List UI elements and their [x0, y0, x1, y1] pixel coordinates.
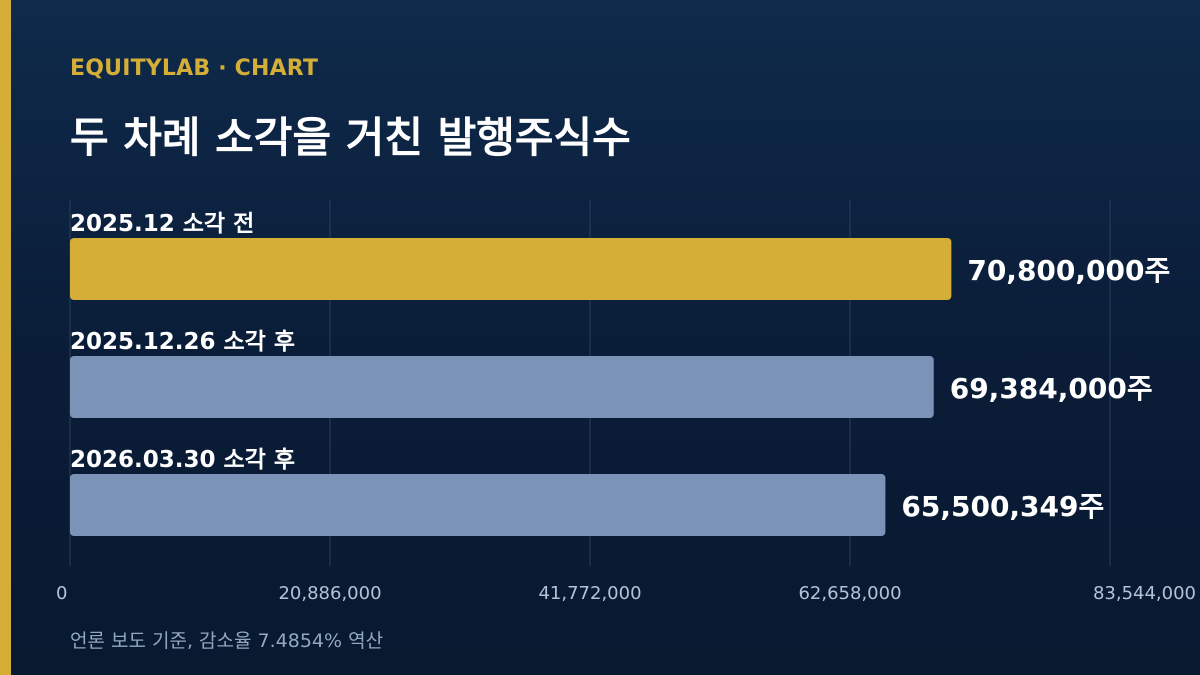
brand-label: EQUITYLAB · CHART — [70, 56, 319, 81]
value-label: 65,500,349주 — [901, 490, 1104, 523]
value-label: 69,384,000주 — [950, 372, 1153, 405]
chart-title: 두 차례 소각을 거친 발행주식수 — [70, 113, 631, 162]
bar — [70, 474, 886, 536]
category-label: 2025.12.26 소각 후 — [70, 329, 295, 355]
bar — [70, 238, 952, 300]
x-tick-label: 62,658,000 — [798, 583, 901, 604]
bars: 2025.12 소각 전 70,800,000주 2025.12.26 소각 후 69… — [70, 211, 1170, 536]
x-tick-label: 0 — [56, 583, 67, 604]
value-label: 70,800,000주 — [967, 254, 1170, 287]
category-label: 2026.03.30 소각 후 — [70, 447, 295, 473]
footnote: 언론 보도 기준, 감소율 7.4854% 역산 — [70, 630, 384, 652]
category-label: 2025.12 소각 전 — [70, 211, 254, 237]
bar — [70, 356, 934, 418]
accent-stripe — [0, 0, 11, 675]
x-tick-label: 20,886,000 — [278, 583, 381, 604]
x-tick-label: 83,544,000 — [1093, 583, 1196, 604]
x-tick-label: 41,772,000 — [538, 583, 641, 604]
x-axis-ticks: 0 20,886,000 41,772,000 62,658,000 83,544,00… — [56, 583, 1196, 604]
